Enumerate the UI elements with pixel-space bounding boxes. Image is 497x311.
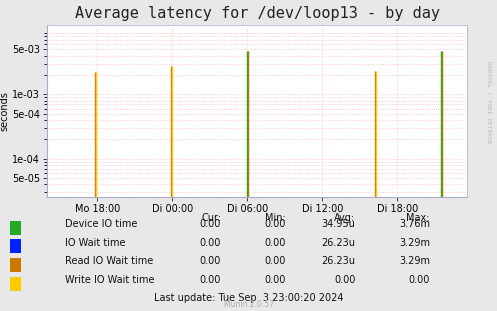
Text: 0.00: 0.00	[200, 219, 221, 229]
Text: 3.29m: 3.29m	[399, 256, 430, 266]
Text: Last update: Tue Sep  3 23:00:20 2024: Last update: Tue Sep 3 23:00:20 2024	[154, 293, 343, 303]
Title: Average latency for /dev/loop13 - by day: Average latency for /dev/loop13 - by day	[75, 6, 440, 21]
Text: 26.23u: 26.23u	[322, 256, 355, 266]
Text: 0.00: 0.00	[264, 238, 286, 248]
Text: Munin 2.0.57: Munin 2.0.57	[224, 300, 273, 309]
Text: 0.00: 0.00	[264, 256, 286, 266]
Text: Max:: Max:	[407, 213, 430, 223]
Text: Min:: Min:	[265, 213, 286, 223]
Y-axis label: seconds: seconds	[0, 91, 9, 131]
Text: 26.23u: 26.23u	[322, 238, 355, 248]
Text: 34.95u: 34.95u	[322, 219, 355, 229]
Text: Device IO time: Device IO time	[65, 219, 137, 229]
Text: 0.00: 0.00	[264, 275, 286, 285]
Text: Read IO Wait time: Read IO Wait time	[65, 256, 153, 266]
Text: 0.00: 0.00	[409, 275, 430, 285]
Text: RRDTOOL / TOBI OETIKER: RRDTOOL / TOBI OETIKER	[486, 61, 491, 144]
Text: 3.76m: 3.76m	[399, 219, 430, 229]
Text: IO Wait time: IO Wait time	[65, 238, 125, 248]
Text: Cur:: Cur:	[201, 213, 221, 223]
Text: 0.00: 0.00	[334, 275, 355, 285]
Text: Write IO Wait time: Write IO Wait time	[65, 275, 154, 285]
Text: 3.29m: 3.29m	[399, 238, 430, 248]
Text: Avg:: Avg:	[334, 213, 355, 223]
Text: 0.00: 0.00	[200, 238, 221, 248]
Text: 0.00: 0.00	[200, 275, 221, 285]
Text: 0.00: 0.00	[264, 219, 286, 229]
Text: 0.00: 0.00	[200, 256, 221, 266]
